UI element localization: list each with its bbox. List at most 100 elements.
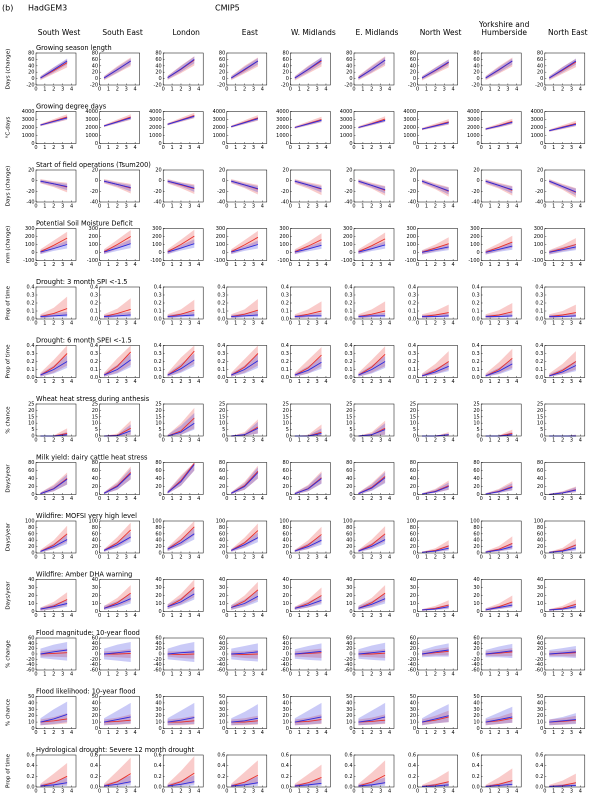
y-tick-label: 0.1	[472, 367, 480, 373]
x-tick-label: 2	[497, 555, 500, 561]
x-tick-label: 1	[107, 613, 110, 619]
y-tick-label: 40	[410, 577, 416, 583]
y-tick-label: 80	[28, 525, 34, 531]
x-tick-label: 1	[43, 730, 46, 736]
y-tick-label: 0	[222, 652, 225, 658]
uncertainty-band	[231, 704, 258, 726]
x-tick-label: 1	[552, 672, 555, 678]
axes-frame	[290, 403, 331, 437]
x-tick-label: 0	[352, 730, 355, 736]
y-tick-label: 4000	[340, 109, 353, 115]
x-tick-label: 1	[488, 145, 491, 151]
y-tick-label: 0	[349, 492, 352, 498]
x-tick-label: 2	[116, 496, 119, 502]
y-tick-label: -100	[87, 258, 98, 264]
x-tick-label: 3	[379, 613, 382, 619]
y-tick-label: 0.2	[90, 301, 98, 307]
x-tick-label: 4	[261, 321, 264, 327]
uncertainty-band	[485, 706, 513, 726]
uncertainty-band	[104, 58, 131, 80]
median-line	[103, 598, 131, 609]
axes-frame	[226, 520, 268, 554]
y-tick-label: 25	[28, 402, 34, 408]
y-tick-label: 0.0	[408, 785, 416, 791]
x-tick-label: 2	[370, 789, 373, 795]
axes-frame	[544, 754, 586, 788]
x-tick-label: 3	[570, 613, 573, 619]
x-tick-label: 4	[452, 438, 455, 444]
x-tick-label: 1	[107, 555, 110, 561]
x-tick-label: 1	[43, 262, 46, 268]
x-tick-label: 4	[324, 262, 327, 268]
y-tick-label: 0	[222, 609, 225, 615]
y-tick-label: 0.1	[217, 367, 225, 373]
y-tick-label: 20	[28, 544, 34, 550]
y-tick-label: 0.2	[535, 359, 543, 365]
y-tick-label: 0.1	[472, 309, 480, 315]
y-axis-label: mm (change)	[6, 226, 12, 264]
x-tick-label: 1	[361, 555, 364, 561]
x-tick-label: 0	[416, 321, 419, 327]
y-tick-label: 0	[349, 250, 352, 256]
median-line	[549, 719, 576, 723]
x-tick-label: 4	[197, 321, 200, 327]
y-tick-label: 10	[155, 720, 161, 726]
y-tick-label: 40	[537, 538, 543, 544]
x-tick-label: 4	[452, 379, 455, 385]
x-tick-label: 1	[425, 555, 428, 561]
x-tick-label: 4	[134, 730, 137, 736]
legend-label: CMIP5	[215, 4, 240, 13]
x-tick-label: 3	[443, 145, 446, 151]
x-tick-label: 4	[197, 496, 200, 502]
region-header: North East	[548, 28, 588, 37]
x-tick-label: 0	[162, 321, 165, 327]
median-line	[231, 472, 259, 494]
y-tick-label: 10	[219, 421, 225, 427]
median-line	[40, 775, 68, 787]
y-tick-label: 100	[407, 519, 417, 525]
uncertainty-band	[104, 298, 131, 319]
y-tick-label: 60	[346, 636, 352, 642]
x-tick-label: 2	[179, 613, 182, 619]
y-tick-label: 10	[219, 720, 225, 726]
x-tick-label: 1	[298, 496, 301, 502]
y-tick-label: 0.6	[27, 753, 35, 759]
panel: 0.00.10.20.30.40 1 2 3 4	[281, 285, 331, 327]
x-tick-label: 1	[43, 555, 46, 561]
y-tick-label: 25	[155, 402, 161, 408]
y-tick-label: 80	[92, 51, 98, 57]
y-tick-label: 60	[410, 468, 416, 474]
x-tick-label: 0	[480, 145, 483, 151]
axes-frame	[226, 696, 268, 729]
row-title: Start of field operations (Tsum200)	[36, 161, 151, 169]
x-tick-label: 3	[61, 789, 64, 795]
y-tick-label: 1000	[85, 133, 98, 139]
y-tick-label: 0.6	[535, 753, 543, 759]
y-tick-label: 20	[219, 544, 225, 550]
uncertainty-band	[358, 472, 386, 495]
y-tick-label: 20	[537, 408, 543, 414]
x-tick-label: 0	[34, 789, 37, 795]
y-tick-label: 300	[25, 226, 35, 232]
median-line	[485, 650, 513, 655]
y-tick-label: -60	[408, 668, 416, 674]
y-tick-label: 0.4	[90, 763, 98, 769]
median-line	[103, 351, 132, 376]
x-tick-label: 3	[570, 87, 573, 93]
y-tick-label: 10	[537, 421, 543, 427]
x-tick-label: 1	[234, 321, 237, 327]
x-tick-label: 3	[315, 496, 318, 502]
y-tick-label: -20	[535, 657, 543, 663]
y-tick-label: 0.0	[535, 375, 543, 381]
panel: 0.00.10.20.30.40 1 2 3 4	[217, 343, 268, 385]
row-title: Growing degree days	[36, 103, 107, 111]
axes-frame	[99, 403, 140, 437]
y-tick-label: 80	[410, 525, 416, 531]
y-tick-label: -20	[26, 189, 34, 195]
